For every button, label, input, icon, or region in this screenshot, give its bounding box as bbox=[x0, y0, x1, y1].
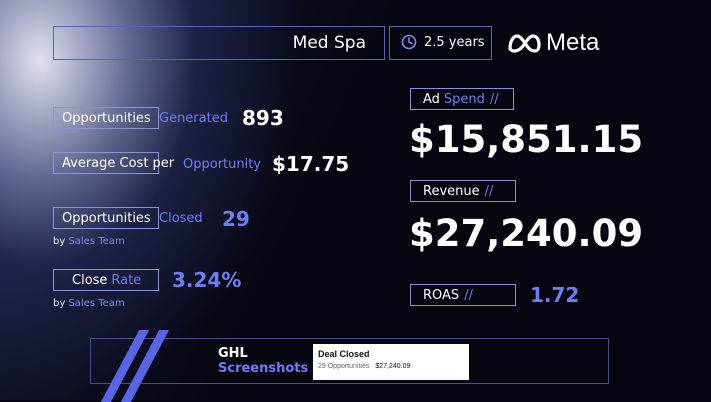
duration-text: 2.5 years bbox=[424, 35, 485, 50]
meta-logo: Meta bbox=[506, 29, 599, 57]
ghl-screenshots-frame bbox=[90, 338, 609, 384]
close-rate-sub: by Sales Team bbox=[53, 298, 125, 309]
label-part: Opportunities bbox=[62, 210, 151, 226]
meta-infinity-icon bbox=[508, 34, 541, 53]
deal-closed-count: 29 Opportunities bbox=[318, 363, 370, 370]
opportunities-closed-sub: by Sales Team bbox=[53, 236, 125, 247]
roas-label: ROAS // bbox=[410, 284, 516, 306]
label-part: Ad bbox=[423, 91, 440, 107]
label-part: Close bbox=[72, 272, 108, 288]
label-part: Opportunities bbox=[62, 110, 151, 126]
avg-cost-label: Average Cost per bbox=[53, 152, 174, 174]
deal-closed-amount: $27,240.09 bbox=[375, 363, 411, 370]
meta-wordmark: Meta bbox=[546, 29, 600, 56]
client-name: Med Spa bbox=[292, 33, 366, 53]
avg-cost-value: $17.75 bbox=[272, 152, 350, 176]
opportunities-generated-value: 893 bbox=[242, 106, 284, 130]
opportunities-generated-label: Opportunities bbox=[53, 107, 159, 129]
roas-value: 1.72 bbox=[530, 283, 580, 307]
sub-by: by bbox=[53, 298, 66, 309]
label-part: ROAS bbox=[423, 287, 460, 303]
label-part: Revenue bbox=[423, 183, 480, 199]
opportunities-closed-value: 29 bbox=[222, 207, 250, 231]
slash-decoration: // bbox=[489, 91, 499, 107]
deal-closed-title: Deal Closed bbox=[318, 349, 370, 359]
sub-team: Sales Team bbox=[68, 236, 125, 247]
opportunities-closed-label-accent: Closed bbox=[159, 211, 203, 226]
label-part-accent: Spend bbox=[443, 91, 485, 107]
opportunities-generated-label-accent: Generated bbox=[159, 111, 228, 126]
slash-decoration: // bbox=[484, 183, 494, 199]
slash-decoration: // bbox=[464, 287, 473, 303]
ad-spend-value: $15,851.15 bbox=[409, 118, 644, 161]
deal-closed-card: Deal Closed 29 Opportunities $27,240.09 bbox=[313, 344, 469, 380]
ad-spend-label: Ad Spend // bbox=[410, 88, 514, 110]
duration-box bbox=[389, 26, 492, 60]
avg-cost-label-accent: Opportunity bbox=[183, 157, 262, 172]
sub-team: Sales Team bbox=[68, 298, 125, 309]
revenue-value: $27,240.09 bbox=[409, 212, 644, 255]
clock-icon bbox=[401, 34, 417, 50]
deal-closed-details: 29 Opportunities $27,240.09 bbox=[318, 363, 464, 370]
close-rate-label: Close Rate bbox=[53, 269, 159, 291]
close-rate-value: 3.24% bbox=[172, 268, 242, 292]
ghl-title: GHL bbox=[218, 346, 248, 361]
label-part-accent: Rate bbox=[111, 272, 142, 288]
revenue-label: Revenue // bbox=[410, 180, 516, 202]
client-name-box bbox=[53, 26, 385, 60]
sub-by: by bbox=[53, 236, 66, 247]
screenshots-title: Screenshots bbox=[218, 361, 309, 376]
label-part: Average Cost per bbox=[62, 155, 175, 171]
opportunities-closed-label: Opportunities bbox=[53, 207, 159, 229]
